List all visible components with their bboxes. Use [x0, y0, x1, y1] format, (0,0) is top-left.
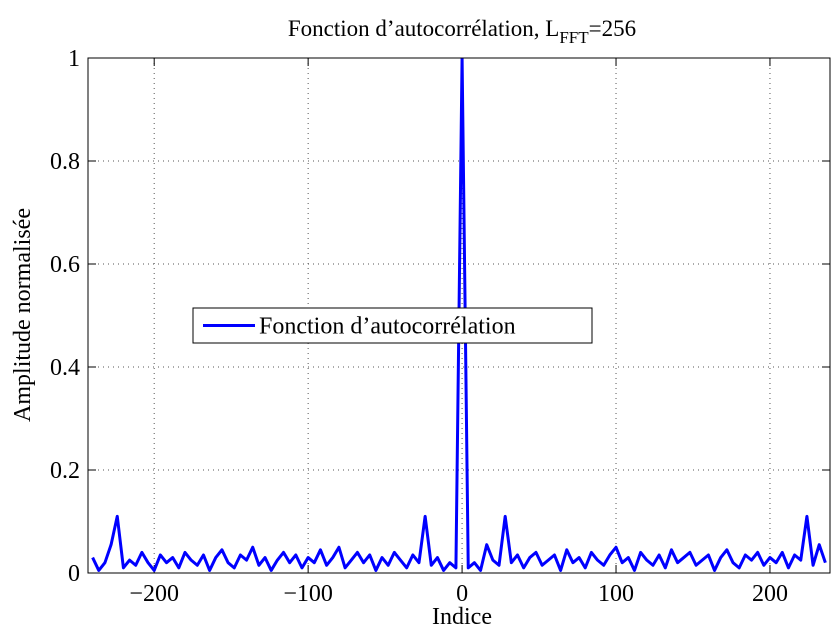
y-tick-label: 0.4: [50, 355, 80, 381]
x-tick-label: 200: [752, 581, 788, 607]
y-tick-label: 1: [68, 46, 80, 72]
x-tick-label: −200: [129, 581, 179, 607]
y-axis-label: Amplitude normalisée: [10, 208, 36, 422]
y-tick-label: 0.6: [50, 252, 80, 278]
plot-frame: [87, 57, 831, 574]
title-suffix: =256: [589, 16, 636, 41]
x-tick-label: 100: [598, 581, 634, 607]
chart-title: Fonction d’autocorrélation, LFFT=256: [288, 16, 636, 47]
y-tick-label: 0.8: [50, 149, 80, 175]
x-tick-label: 0: [456, 581, 468, 607]
y-tick-label: 0: [68, 561, 80, 587]
title-subscript: FFT: [559, 28, 589, 47]
x-axis-label: Indice: [432, 604, 492, 630]
y-tick-label: 0.2: [50, 458, 80, 484]
legend-box: [192, 307, 593, 344]
x-tick-label: −100: [283, 581, 333, 607]
title-main: Fonction d’autocorrélation, L: [288, 16, 559, 41]
legend-label: Fonction d’autocorrélation: [259, 314, 516, 340]
